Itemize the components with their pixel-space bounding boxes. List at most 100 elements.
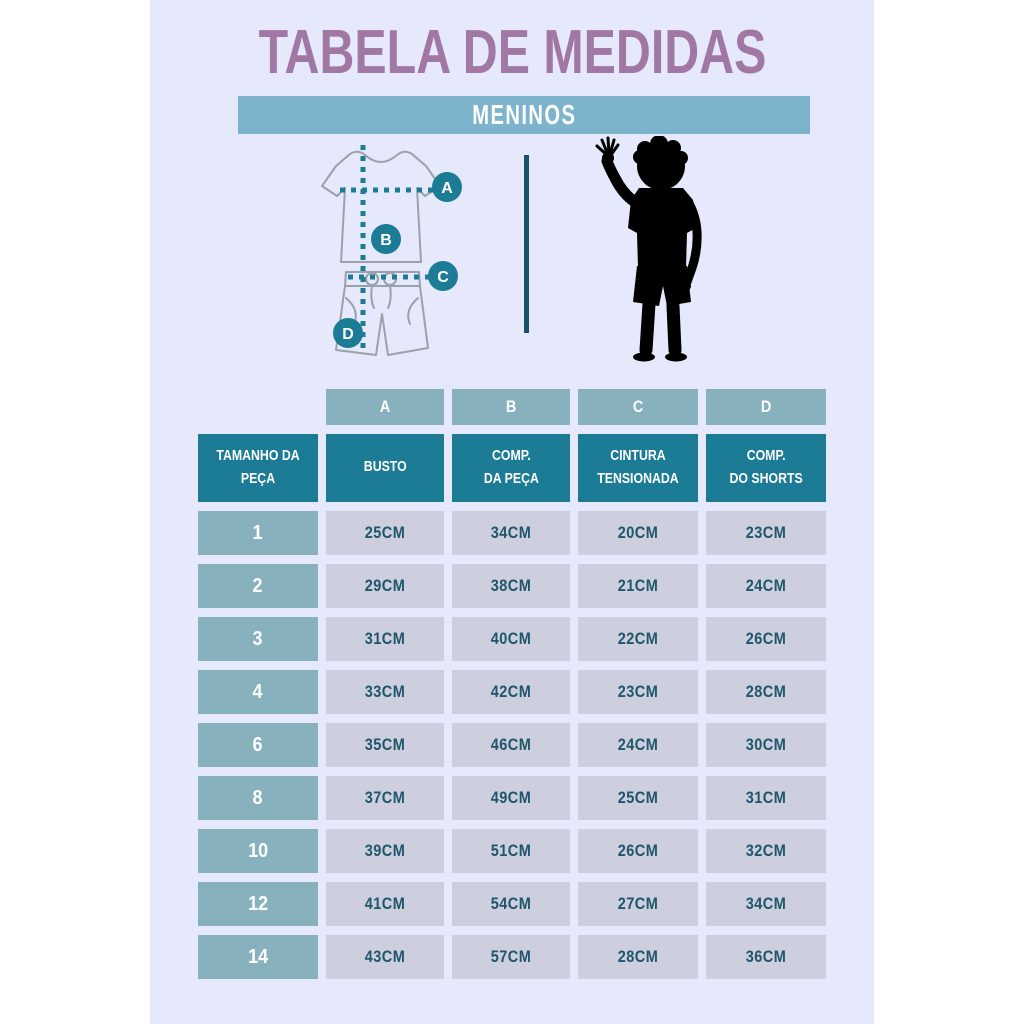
size-label: 6 [252,733,264,756]
column-header-busto-text: BUSTO [363,459,407,476]
size-label: 14 [247,945,269,968]
measure-cell: 28CM [578,935,698,979]
measure-value: 49CM [490,788,532,807]
measure-value: 42CM [490,682,532,701]
measure-cell: 34CM [706,882,826,926]
marker-circles: A B C D [333,172,462,348]
measure-cell: 26CM [706,617,826,661]
measure-value: 57CM [490,947,532,966]
tshirt-and-shorts-outline-icon: A B C D [321,145,462,356]
column-header-size: TAMANHO DA PEÇA [198,434,318,502]
subtitle-banner: MENINOS [238,96,810,134]
measure-value: 34CM [490,523,532,542]
column-header-size-text: TAMANHO DA PEÇA [216,447,300,487]
measure-value: 21CM [617,576,659,595]
measure-value: 31CM [364,629,406,648]
measure-cell: 43CM [326,935,444,979]
marker-d-label: D [342,326,354,343]
measure-value: 30CM [745,735,787,754]
measure-cell: 37CM [326,776,444,820]
size-label: 10 [247,839,269,862]
letter-header-b: B [452,389,570,425]
marker-a-label: A [441,180,453,197]
measure-cell: 51CM [452,829,570,873]
measure-cell: 57CM [452,935,570,979]
measure-cell: 23CM [706,511,826,555]
marker-c-label: C [437,269,449,286]
size-label: 1 [252,521,264,544]
measure-cell: 39CM [326,829,444,873]
measure-value: 39CM [364,841,406,860]
letter-header-a-text: A [379,397,391,416]
page-title-text: TABELA DE MEDIDAS [258,18,766,87]
measure-cell: 31CM [706,776,826,820]
measure-cell: 49CM [452,776,570,820]
marker-c-circle [428,261,458,291]
column-header-comp-peca: COMP. DA PEÇA [452,434,570,502]
column-header-cintura: CINTURA TENSIONADA [578,434,698,502]
column-header-comp-shorts: COMP. DO SHORTS [706,434,826,502]
measure-cell: 21CM [578,564,698,608]
marker-b-label: B [380,232,392,249]
measure-cell: 27CM [578,882,698,926]
letter-header-d: D [706,389,826,425]
marker-a-circle [432,172,462,202]
size-cell: 10 [198,829,318,873]
column-header-cintura-text: CINTURA TENSIONADA [597,447,679,487]
measure-value: 40CM [490,629,532,648]
measure-cell: 35CM [326,723,444,767]
measure-value: 34CM [745,894,787,913]
measure-value: 54CM [490,894,532,913]
measure-value: 27CM [617,894,659,913]
size-label: 8 [252,786,264,809]
measure-value: 35CM [364,735,406,754]
letter-header-d-text: D [760,397,772,416]
letter-header-c-text: C [632,397,644,416]
subtitle-text: MENINOS [471,99,577,130]
measure-value: 22CM [617,629,659,648]
size-cell: 6 [198,723,318,767]
measurements-table: A B C D TAMANHO DA PEÇA BUSTO COMP. DA P… [198,389,826,979]
measure-value: 20CM [617,523,659,542]
measure-value: 23CM [745,523,787,542]
size-cell: 3 [198,617,318,661]
measure-value: 46CM [490,735,532,754]
measure-value: 41CM [364,894,406,913]
size-cell: 4 [198,670,318,714]
marker-b-circle [371,224,401,254]
measure-cell: 32CM [706,829,826,873]
measure-value: 26CM [617,841,659,860]
page-title: TABELA DE MEDIDAS [150,20,874,85]
measure-value: 37CM [364,788,406,807]
column-header-busto: BUSTO [326,434,444,502]
size-label: 12 [247,892,269,915]
measure-cell: 54CM [452,882,570,926]
measure-cell: 38CM [452,564,570,608]
size-label: 2 [252,574,264,597]
measure-value: 25CM [364,523,406,542]
measure-value: 36CM [745,947,787,966]
size-cell: 12 [198,882,318,926]
measure-cell: 42CM [452,670,570,714]
measure-value: 29CM [364,576,406,595]
measure-cell: 34CM [452,511,570,555]
measure-value: 26CM [745,629,787,648]
size-cell: 8 [198,776,318,820]
letter-header-b-text: B [505,397,517,416]
measure-value: 24CM [745,576,787,595]
measure-cell: 24CM [706,564,826,608]
measure-cell: 46CM [452,723,570,767]
measure-value: 33CM [364,682,406,701]
column-header-comp-shorts-text: COMP. DO SHORTS [729,447,803,487]
measure-value: 43CM [364,947,406,966]
measure-value: 28CM [745,682,787,701]
measure-value: 28CM [617,947,659,966]
measure-value: 24CM [617,735,659,754]
measure-cell: 40CM [452,617,570,661]
marker-d-circle [333,318,363,348]
letter-header-spacer [198,389,318,425]
size-cell: 2 [198,564,318,608]
measure-cell: 23CM [578,670,698,714]
measure-value: 25CM [617,788,659,807]
